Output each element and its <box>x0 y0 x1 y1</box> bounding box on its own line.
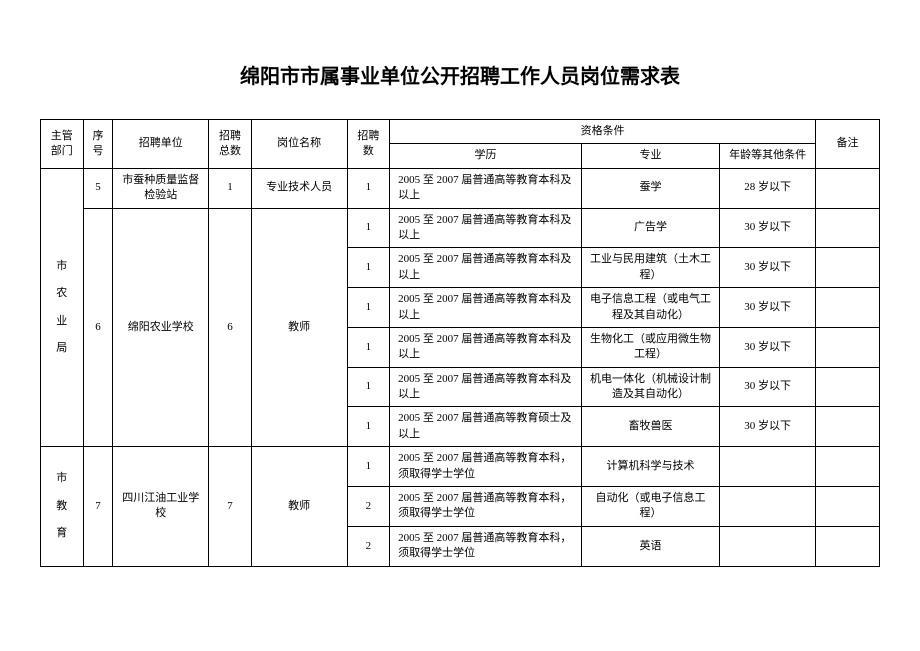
major-cell: 畜牧兽医 <box>581 407 719 447</box>
age-cell <box>720 447 816 487</box>
header-note: 备注 <box>816 120 880 169</box>
unit-cell: 绵阳农业学校 <box>113 208 209 447</box>
count-cell: 2 <box>347 487 390 527</box>
edu-cell: 2005 至 2007 届普通高等教育本科及以上 <box>390 208 582 248</box>
age-cell: 30 岁以下 <box>720 248 816 288</box>
edu-cell: 2005 至 2007 届普通高等教育本科及以上 <box>390 327 582 367</box>
edu-cell: 2005 至 2007 届普通高等教育本科，须取得学士学位 <box>390 487 582 527</box>
count-cell: 1 <box>347 407 390 447</box>
seq-cell: 7 <box>83 447 113 566</box>
note-cell <box>816 248 880 288</box>
major-cell: 电子信息工程（或电气工程及其自动化） <box>581 288 719 328</box>
header-count: 招聘数 <box>347 120 390 169</box>
major-cell: 蚕学 <box>581 168 719 208</box>
age-cell: 30 岁以下 <box>720 367 816 407</box>
major-cell: 英语 <box>581 526 719 566</box>
seq-cell: 5 <box>83 168 113 208</box>
header-unit: 招聘单位 <box>113 120 209 169</box>
edu-cell: 2005 至 2007 届普通高等教育硕士及以上 <box>390 407 582 447</box>
position-cell: 教师 <box>251 447 347 566</box>
page-title: 绵阳市市属事业单位公开招聘工作人员岗位需求表 <box>40 60 880 89</box>
age-cell: 28 岁以下 <box>720 168 816 208</box>
edu-cell: 2005 至 2007 届普通高等教育本科及以上 <box>390 367 582 407</box>
note-cell <box>816 487 880 527</box>
table-row: 市 教 育 7 四川江油工业学校 7 教师 1 2005 至 2007 届普通高… <box>41 447 880 487</box>
note-cell <box>816 168 880 208</box>
age-cell <box>720 526 816 566</box>
note-cell <box>816 288 880 328</box>
total-cell: 1 <box>209 168 252 208</box>
header-row-1: 主管部门 序号 招聘单位 招聘总数 岗位名称 招聘数 资格条件 备注 <box>41 120 880 144</box>
seq-cell: 6 <box>83 208 113 447</box>
edu-cell: 2005 至 2007 届普通高等教育本科，须取得学士学位 <box>390 447 582 487</box>
note-cell <box>816 526 880 566</box>
table-row: 市 农 业 局 5 市蚕种质量监督检验站 1 专业技术人员 1 2005 至 2… <box>41 168 880 208</box>
count-cell: 2 <box>347 526 390 566</box>
header-major: 专业 <box>581 144 719 168</box>
recruitment-table: 主管部门 序号 招聘单位 招聘总数 岗位名称 招聘数 资格条件 备注 学历 专业… <box>40 119 880 567</box>
count-cell: 1 <box>347 288 390 328</box>
edu-cell: 2005 至 2007 届普通高等教育本科及以上 <box>390 168 582 208</box>
count-cell: 1 <box>347 447 390 487</box>
major-cell: 计算机科学与技术 <box>581 447 719 487</box>
count-cell: 1 <box>347 327 390 367</box>
total-cell: 7 <box>209 447 252 566</box>
count-cell: 1 <box>347 168 390 208</box>
note-cell <box>816 447 880 487</box>
major-cell: 自动化（或电子信息工程） <box>581 487 719 527</box>
age-cell: 30 岁以下 <box>720 288 816 328</box>
edu-cell: 2005 至 2007 届普通高等教育本科及以上 <box>390 288 582 328</box>
age-cell: 30 岁以下 <box>720 208 816 248</box>
age-cell <box>720 487 816 527</box>
count-cell: 1 <box>347 248 390 288</box>
header-dept: 主管部门 <box>41 120 84 169</box>
unit-cell: 市蚕种质量监督检验站 <box>113 168 209 208</box>
edu-cell: 2005 至 2007 届普通高等教育本科及以上 <box>390 248 582 288</box>
major-cell: 广告学 <box>581 208 719 248</box>
note-cell <box>816 367 880 407</box>
note-cell <box>816 208 880 248</box>
header-seq: 序号 <box>83 120 113 169</box>
header-edu: 学历 <box>390 144 582 168</box>
unit-cell: 四川江油工业学校 <box>113 447 209 566</box>
note-cell <box>816 327 880 367</box>
note-cell <box>816 407 880 447</box>
header-position: 岗位名称 <box>251 120 347 169</box>
header-age: 年龄等其他条件 <box>720 144 816 168</box>
edu-cell: 2005 至 2007 届普通高等教育本科，须取得学士学位 <box>390 526 582 566</box>
count-cell: 1 <box>347 208 390 248</box>
total-cell: 6 <box>209 208 252 447</box>
position-cell: 专业技术人员 <box>251 168 347 208</box>
table-row: 6 绵阳农业学校 6 教师 1 2005 至 2007 届普通高等教育本科及以上… <box>41 208 880 248</box>
age-cell: 30 岁以下 <box>720 327 816 367</box>
dept-cell: 市 农 业 局 <box>41 168 84 446</box>
major-cell: 机电一体化（机械设计制造及其自动化） <box>581 367 719 407</box>
major-cell: 工业与民用建筑（土木工程） <box>581 248 719 288</box>
count-cell: 1 <box>347 367 390 407</box>
position-cell: 教师 <box>251 208 347 447</box>
dept-cell: 市 教 育 <box>41 447 84 566</box>
major-cell: 生物化工（或应用微生物工程） <box>581 327 719 367</box>
header-total: 招聘总数 <box>209 120 252 169</box>
header-qualification: 资格条件 <box>390 120 816 144</box>
age-cell: 30 岁以下 <box>720 407 816 447</box>
